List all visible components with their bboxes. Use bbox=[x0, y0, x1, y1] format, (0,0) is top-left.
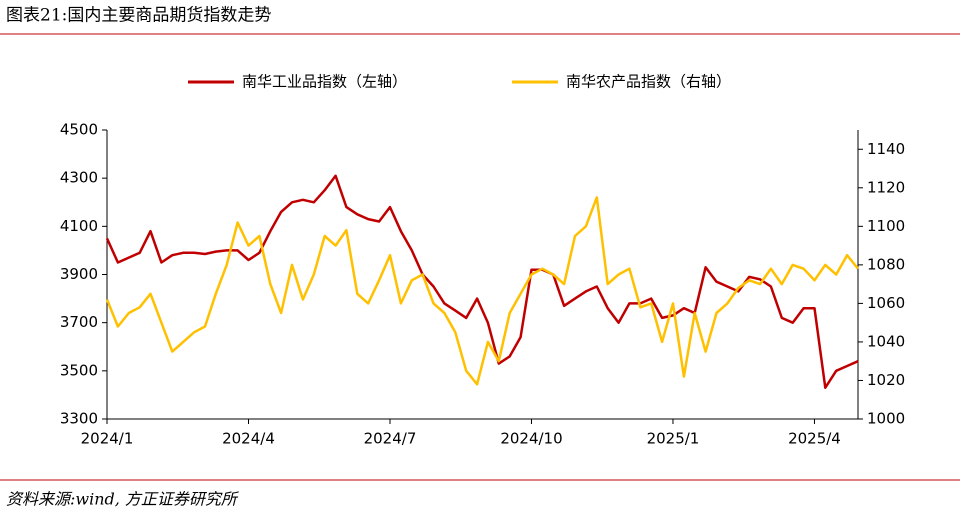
legend-label: 南华工业品指数（左轴） bbox=[242, 73, 407, 91]
y2-tick-label: 1080 bbox=[867, 255, 905, 273]
y2-tick-label: 1040 bbox=[867, 332, 905, 350]
y2-tick-label: 1020 bbox=[867, 371, 905, 389]
y-tick-label: 3900 bbox=[60, 265, 98, 283]
y-tick-label: 3500 bbox=[60, 361, 98, 379]
series-line bbox=[105, 174, 859, 389]
x-tick-label: 2024/4 bbox=[222, 430, 275, 448]
x-tick-label: 2025/1 bbox=[647, 430, 700, 448]
chart-title: 图表21:国内主要商品期货指数走势 bbox=[6, 6, 271, 26]
y2-tick-label: 1100 bbox=[867, 217, 905, 235]
x-tick-label: 2024/1 bbox=[81, 430, 134, 448]
y-tick-label: 4300 bbox=[60, 169, 98, 187]
y-tick-label: 3700 bbox=[60, 313, 98, 331]
y2-tick-label: 1120 bbox=[867, 178, 905, 196]
source: 资料来源:wind, 方正证券研究所 bbox=[6, 490, 240, 509]
x-tick-label: 2024/7 bbox=[364, 430, 417, 448]
y-tick-label: 4100 bbox=[60, 217, 98, 235]
y2-tick-label: 1060 bbox=[867, 294, 905, 312]
y2-tick-label: 1000 bbox=[867, 410, 905, 428]
y2-tick-label: 1140 bbox=[867, 140, 905, 158]
x-tick-label: 2025/4 bbox=[788, 430, 841, 448]
y-tick-label: 4500 bbox=[60, 121, 98, 139]
x-tick-label: 2024/10 bbox=[500, 430, 562, 448]
legend-label: 南华农产品指数（右轴） bbox=[566, 73, 731, 91]
series-line bbox=[105, 196, 859, 386]
y-tick-label: 3300 bbox=[60, 410, 98, 428]
